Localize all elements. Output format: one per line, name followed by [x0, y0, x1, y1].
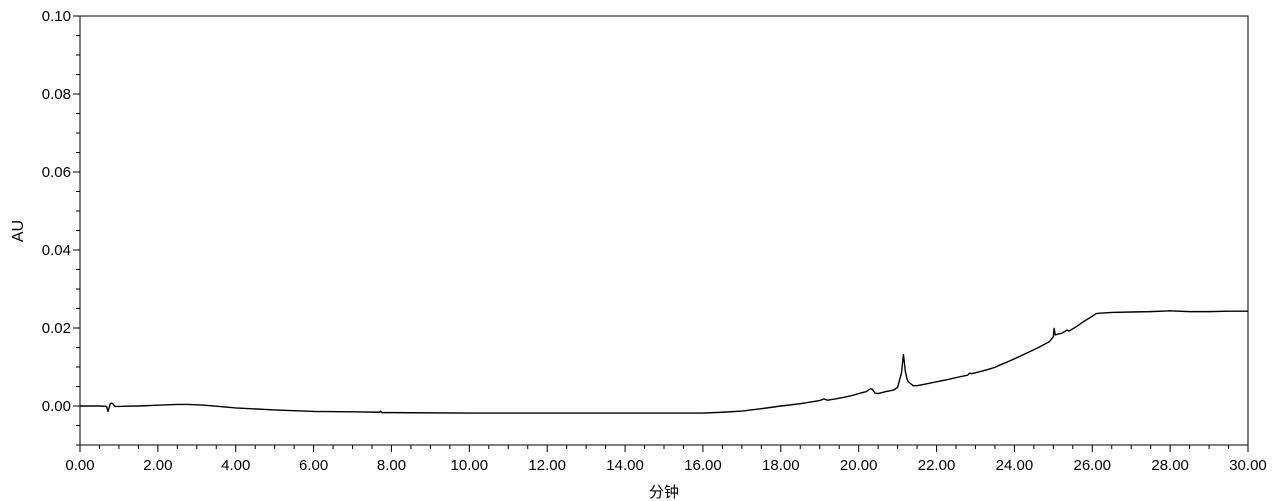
x-tick-label: 18.00: [762, 457, 800, 474]
x-tick-label: 8.00: [377, 457, 406, 474]
x-tick-label: 6.00: [299, 457, 328, 474]
y-tick-label: 0.00: [42, 398, 71, 415]
x-tick-label: 24.00: [996, 457, 1034, 474]
x-tick-label: 22.00: [918, 457, 956, 474]
series-group: [80, 310, 1248, 414]
x-tick-label: 12.00: [528, 457, 566, 474]
x-tick-label: 14.00: [606, 457, 644, 474]
y-tick-label: 0.10: [42, 8, 71, 25]
x-tick-label: 28.00: [1151, 457, 1189, 474]
x-tick-label: 26.00: [1073, 457, 1111, 474]
x-tick-label: 16.00: [684, 457, 722, 474]
x-tick-label: 2.00: [143, 457, 172, 474]
x-tick-label: 0.00: [65, 457, 94, 474]
plot-frame: [79, 15, 1249, 446]
x-axis-title: 分钟: [649, 483, 679, 501]
series-line: [80, 310, 1248, 414]
x-tick-label: 30.00: [1229, 457, 1267, 474]
x-tick-label: 20.00: [840, 457, 878, 474]
y-tick-label: 0.08: [42, 86, 71, 103]
x-tick-label: 4.00: [221, 457, 250, 474]
y-axis-title: AU: [10, 220, 27, 242]
x-tick-label: 10.00: [451, 457, 489, 474]
y-axis: 0.00 0.02 0.04 0.06 0.08 0.10: [42, 8, 80, 446]
y-tick-label: 0.02: [42, 320, 71, 337]
y-tick-label: 0.04: [42, 242, 71, 259]
y-tick-label: 0.06: [42, 164, 71, 181]
x-axis: 0.00 2.00 4.00 6.00 8.00 10.00 12.00 14.00 16.00…: [65, 445, 1267, 474]
